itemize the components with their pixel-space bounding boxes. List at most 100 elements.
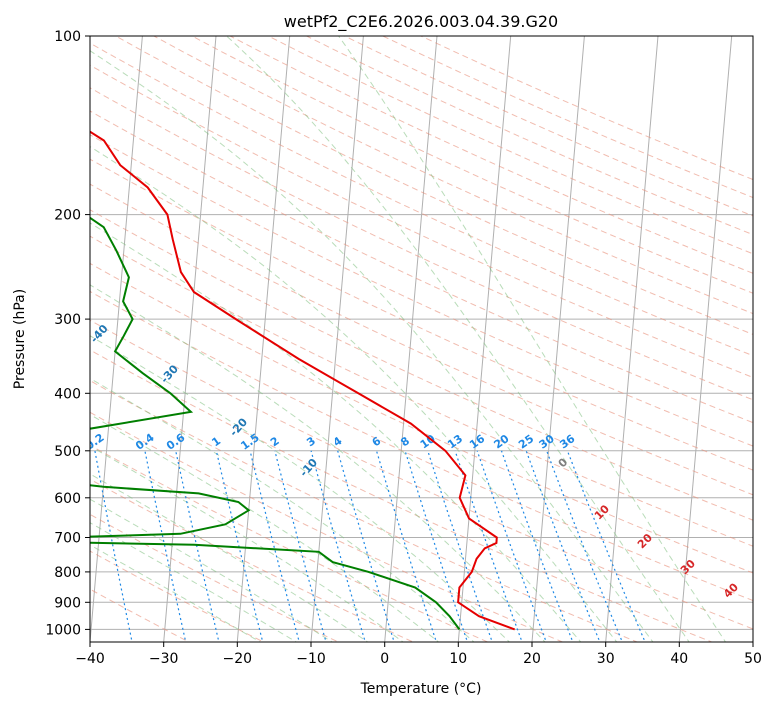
dry-adiabat-line	[90, 290, 753, 602]
moist-adiabat-label: 0	[556, 455, 571, 470]
isotherm-line	[236, 36, 291, 642]
x-tick-label: −40	[75, 651, 105, 667]
moist-adiabat-line	[90, 498, 334, 642]
dry-adiabat-line	[114, 36, 753, 335]
plot-area: 0.10.20.40.611.52346810131620253036-100-…	[48, 36, 753, 645]
x-tick-label: 20	[523, 651, 541, 667]
mixing-ratio-line	[375, 450, 438, 642]
dry-adiabat-line	[90, 444, 489, 642]
mixing-ratio-label: 13	[445, 432, 465, 451]
mixing-ratio-label: 1.5	[238, 431, 261, 453]
mixing-ratio-line	[337, 450, 395, 642]
dry-adiabat-line	[90, 478, 415, 642]
x-tick-label: 0	[380, 651, 389, 667]
isotherm-line	[678, 36, 733, 642]
y-tick-label: 300	[54, 312, 81, 328]
x-tick-label: 10	[449, 651, 467, 667]
mixing-ratio-line	[566, 450, 646, 642]
plot-frame	[89, 35, 754, 643]
dewpoint-profile-line	[90, 216, 461, 631]
moist-adiabat-label: 20	[635, 531, 655, 551]
y-tick-label: 700	[54, 531, 81, 547]
dry-adiabat-line	[90, 513, 340, 642]
mixing-ratio-label: 30	[537, 432, 557, 452]
x-tick-label: −10	[296, 651, 326, 667]
dry-adiabat-line	[90, 183, 753, 496]
mixing-ratio-line	[215, 450, 264, 642]
x-axis-label: Temperature (°C)	[360, 681, 482, 697]
y-tick-label: 800	[54, 565, 81, 581]
isotherm-line	[605, 36, 659, 642]
dry-adiabat-line	[90, 42, 753, 357]
isotherm-line	[163, 36, 217, 642]
x-tick-label: 50	[744, 651, 762, 667]
mixing-ratio-line	[454, 450, 523, 642]
x-tick-label: 40	[670, 651, 688, 667]
dry-adiabat-label: -30	[158, 362, 181, 386]
y-tick-label: 200	[54, 208, 81, 224]
isotherm-line	[90, 36, 143, 642]
mixing-ratio-line	[249, 450, 300, 642]
moist-adiabat-line	[90, 222, 582, 642]
moist-adiabat-line	[90, 50, 654, 642]
dry-adiabat-line	[90, 319, 753, 630]
mixing-ratio-line	[427, 450, 493, 642]
mixing-ratio-line	[48, 451, 82, 645]
mixing-ratio-label: 4	[331, 434, 345, 449]
dry-adiabat-line	[90, 235, 753, 547]
mixing-ratio-label: 0.4	[133, 431, 157, 453]
dry-adiabat-line	[90, 380, 639, 642]
moist-adiabat-line	[90, 413, 440, 642]
y-tick-label: 900	[54, 595, 81, 611]
moist-adiabat-line	[338, 36, 727, 642]
y-tick-label: 500	[54, 444, 81, 460]
moist-adiabat-line	[90, 473, 369, 642]
x-tick-label: −30	[149, 651, 179, 667]
mixing-ratio-line	[546, 450, 624, 642]
dry-adiabat-line	[419, 36, 753, 181]
moist-adiabat-line	[90, 284, 546, 642]
isotherm-line	[384, 36, 438, 642]
dry-adiabat-line	[152, 36, 753, 315]
moist-adiabat-line	[90, 522, 298, 642]
isotherm-line	[531, 36, 585, 642]
isotherm-line	[752, 636, 753, 642]
moist-adiabat-line	[90, 544, 262, 642]
dry-adiabat-line	[190, 36, 753, 294]
mixing-ratio-label: 6	[370, 434, 384, 449]
y-tick-label: 400	[54, 386, 81, 402]
dry-adiabat-line	[90, 411, 564, 642]
mixing-ratio-line	[476, 450, 547, 642]
dry-adiabat-line	[381, 36, 753, 199]
dry-adiabat-label: -10	[297, 456, 320, 480]
moist-adiabat-line	[90, 445, 404, 642]
axes: −40 −30 −20 −10 0 10 20 30 40 5010009008007006005…	[45, 29, 762, 667]
dry-adiabat-line	[90, 87, 753, 401]
dry-adiabat-line	[90, 158, 753, 471]
chart-title: wetPf2_C2E6.2026.003.04.39.G20	[284, 12, 558, 32]
moist-adiabat-line	[90, 377, 475, 642]
dry-adiabat-line	[343, 36, 753, 217]
y-tick-label: 1000	[45, 622, 81, 638]
x-tick-label: −20	[223, 651, 253, 667]
dry-adiabat-line	[267, 36, 753, 255]
mixing-ratio-label: 1	[209, 434, 223, 449]
moist-adiabat-label: 40	[721, 580, 741, 600]
dry-adiabat-line	[229, 36, 753, 274]
mixing-ratio-label: 0.2	[83, 431, 106, 453]
dry-adiabat-line	[90, 262, 753, 574]
temperature-profile-line	[90, 130, 516, 631]
x-tick-label: 30	[597, 651, 615, 667]
moist-adiabat-line	[226, 36, 690, 642]
mixing-ratio-label: 16	[467, 432, 487, 452]
mixing-ratio-line	[310, 450, 366, 642]
mixing-ratio-line	[144, 450, 187, 642]
y-tick-label: 100	[54, 29, 81, 45]
mixing-ratio-line	[525, 450, 601, 642]
mixing-ratio-label: 36	[557, 432, 577, 452]
mixing-ratio-line	[274, 450, 327, 642]
mixing-ratio-line	[404, 450, 469, 642]
moist-adiabat-label: 10	[592, 502, 612, 522]
moist-adiabat-line	[90, 145, 618, 642]
mixing-ratio-line	[94, 450, 133, 642]
